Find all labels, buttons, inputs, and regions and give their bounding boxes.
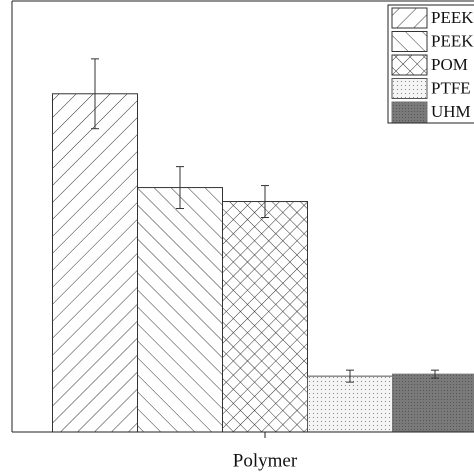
x-axis-label: Polymer: [233, 450, 298, 471]
legend-label: UHM: [431, 102, 471, 121]
bar: [52, 93, 138, 433]
legend-swatch: [391, 78, 428, 99]
legend-swatch: [391, 54, 428, 76]
bar: [222, 201, 308, 433]
bar: [307, 375, 393, 433]
legend-swatch: [391, 101, 428, 123]
legend-swatch: [391, 7, 428, 29]
bar: [392, 373, 474, 433]
legend-label: PTFE: [431, 78, 471, 97]
legend-label: PEEK: [431, 8, 474, 27]
legend-label: PEEK: [431, 31, 474, 50]
legend-label: POM: [431, 55, 468, 74]
bar: [137, 187, 223, 433]
legend-swatch: [391, 31, 428, 52]
